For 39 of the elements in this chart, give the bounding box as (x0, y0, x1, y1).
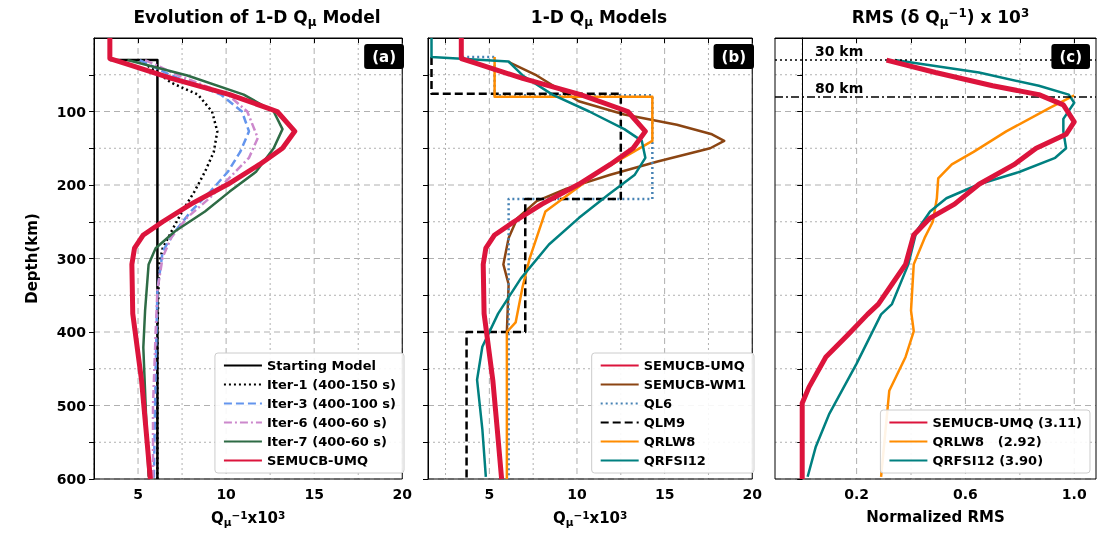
y-tick-label: 100 (56, 103, 87, 120)
x-tick-label: 10 (567, 486, 587, 502)
x-tick-label: 5 (133, 486, 143, 502)
y-axis-title: Depth(km) (22, 213, 41, 304)
y-tick-label: 400 (56, 324, 87, 340)
legend-label: QRLW8 (643, 434, 696, 449)
legend-label: Iter-3 (400-100 s) (266, 396, 396, 411)
x-tick-label: 20 (392, 486, 413, 502)
x-tick-label: 1.0 (1061, 486, 1087, 502)
annotation: (a) (372, 47, 397, 66)
legend-label: QRFSI12 (3.90) (932, 453, 1044, 468)
legend-label: Iter-1 (400-150 s) (266, 377, 396, 392)
y-tick-label: 500 (56, 397, 87, 414)
legend-label: QL6 (643, 396, 673, 411)
legend-label: SEMUCB-UMQ (3.11) (932, 415, 1082, 430)
legend-label: Iter-7 (400-60 s) (266, 434, 387, 449)
x-tick-label: 10 (216, 486, 237, 502)
legend-label: QLM9 (643, 415, 686, 430)
legend-label: QRLW8 (2.92) (932, 434, 1042, 449)
legend-label: Starting Model (266, 358, 376, 373)
y-tick-label: 200 (56, 177, 87, 193)
x-axis-title: Normalized RMS (866, 507, 1005, 526)
legend-label: Iter-6 (400-60 s) (266, 415, 387, 430)
x-tick-label: 20 (742, 486, 763, 502)
x-tick-label: 0.6 (953, 486, 978, 502)
legend-label: SEMUCB-WM1 (643, 377, 747, 392)
x-tick-label: 5 (484, 486, 495, 502)
legend-label: QRFSI12 (643, 453, 706, 468)
x-tick-label: 15 (304, 486, 324, 502)
ref-line-label: 80 km (815, 79, 864, 96)
y-tick-label: 600 (56, 471, 87, 487)
y-tick-label: 300 (56, 250, 87, 267)
x-tick-label: 0.2 (844, 486, 870, 502)
annotation: (b) (721, 47, 746, 66)
legend-label: SEMUCB-UMQ (266, 453, 369, 468)
x-tick-label: 15 (654, 486, 675, 502)
annotation: (c) (1059, 47, 1083, 66)
ref-line-label: 30 km (815, 43, 864, 60)
legend-label: SEMUCB-UMQ (643, 358, 745, 373)
